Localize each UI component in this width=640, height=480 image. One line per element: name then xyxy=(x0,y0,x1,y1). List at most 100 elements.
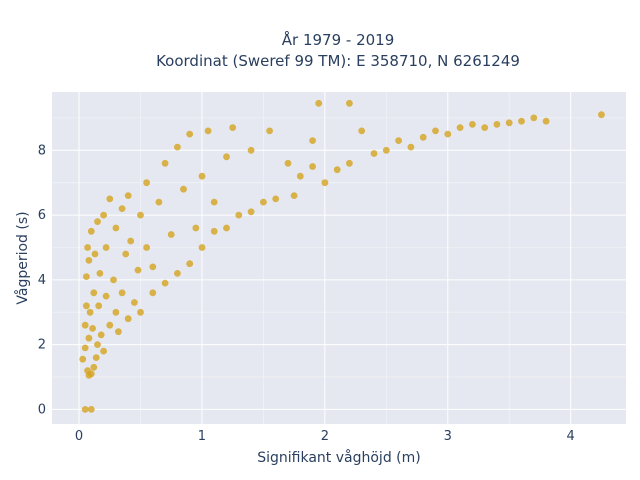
y-tick-label: 0 xyxy=(38,402,46,417)
data-point xyxy=(493,121,501,128)
y-tick-label: 6 xyxy=(38,208,46,223)
data-point xyxy=(89,325,96,332)
data-point xyxy=(542,117,550,125)
data-points xyxy=(79,99,605,413)
data-point xyxy=(85,257,93,264)
data-point xyxy=(87,406,95,413)
data-point xyxy=(210,198,218,206)
data-point xyxy=(106,321,114,329)
data-point xyxy=(91,250,99,258)
data-point xyxy=(100,347,107,355)
data-point xyxy=(124,192,132,200)
data-point xyxy=(155,198,163,206)
y-axis-ticks: 0 2 4 6 8 xyxy=(38,143,46,417)
data-point xyxy=(309,137,316,145)
data-point xyxy=(149,263,157,271)
data-point xyxy=(92,354,100,361)
data-point xyxy=(112,224,120,232)
data-point xyxy=(137,308,144,316)
data-point xyxy=(134,266,142,274)
data-point xyxy=(186,130,194,138)
data-point xyxy=(174,270,181,277)
data-point xyxy=(309,163,316,170)
data-point xyxy=(198,172,206,180)
data-point xyxy=(110,276,117,284)
data-point xyxy=(83,273,90,280)
data-point xyxy=(419,133,427,141)
data-point xyxy=(192,224,200,232)
data-point xyxy=(315,99,323,107)
y-tick-label: 4 xyxy=(38,273,46,288)
data-point xyxy=(198,244,206,251)
data-point xyxy=(247,146,255,154)
data-point xyxy=(131,299,138,306)
data-point xyxy=(481,124,489,131)
data-point xyxy=(223,153,230,161)
x-tick-label: 1 xyxy=(198,429,206,444)
data-point xyxy=(143,244,151,251)
x-axis-label: Signifikant våghöjd (m) xyxy=(257,449,420,466)
data-point xyxy=(127,237,135,245)
data-point xyxy=(112,308,120,316)
y-tick-label: 8 xyxy=(38,143,46,158)
data-point xyxy=(118,205,126,213)
y-tick-label: 2 xyxy=(38,338,46,353)
data-point xyxy=(174,143,181,151)
data-point xyxy=(180,185,187,193)
data-point xyxy=(266,127,273,135)
x-tick-label: 3 xyxy=(444,429,452,444)
data-point xyxy=(272,195,280,203)
x-axis-ticks: 0 1 2 3 4 xyxy=(75,429,575,444)
data-point xyxy=(106,195,114,203)
data-point xyxy=(407,143,415,151)
data-point xyxy=(115,328,122,336)
data-point xyxy=(161,279,169,287)
data-point xyxy=(204,127,212,135)
x-tick-label: 2 xyxy=(321,429,329,444)
plot-area xyxy=(52,92,626,424)
data-point xyxy=(235,211,243,219)
data-point xyxy=(247,208,255,216)
data-point xyxy=(346,159,353,167)
data-point xyxy=(382,146,390,154)
data-point xyxy=(94,341,101,348)
data-point xyxy=(296,172,304,180)
y-axis-label: Vågperiod (s) xyxy=(14,211,31,304)
data-point xyxy=(505,119,513,127)
chart-title-line2: Koordinat (Sweref 99 TM): E 358710, N 62… xyxy=(156,52,520,70)
data-point xyxy=(223,224,230,232)
data-point xyxy=(321,179,329,187)
data-point xyxy=(358,127,366,135)
data-point xyxy=(96,270,104,277)
data-point xyxy=(229,124,237,131)
data-point xyxy=(290,192,298,200)
data-point xyxy=(83,302,90,310)
data-point xyxy=(85,334,93,342)
data-point xyxy=(284,159,292,167)
data-point xyxy=(87,370,95,378)
data-point xyxy=(118,289,126,297)
data-point xyxy=(370,150,378,157)
chart-title-line1: År 1979 - 2019 xyxy=(282,30,395,49)
data-point xyxy=(432,127,439,135)
data-point xyxy=(210,227,218,235)
data-point xyxy=(167,231,175,238)
data-point xyxy=(260,198,267,206)
data-point xyxy=(469,121,476,128)
data-point xyxy=(90,289,98,297)
data-point xyxy=(86,308,94,316)
data-point xyxy=(143,179,151,187)
data-point xyxy=(122,250,130,258)
data-point xyxy=(346,99,353,107)
grid-lines xyxy=(52,92,626,424)
data-point xyxy=(149,289,157,297)
data-point xyxy=(87,227,95,235)
data-point xyxy=(94,218,101,226)
x-tick-label: 0 xyxy=(75,429,83,444)
data-point xyxy=(95,302,103,310)
data-point xyxy=(97,331,105,339)
data-point xyxy=(90,363,98,371)
data-point xyxy=(79,355,87,363)
data-point xyxy=(81,406,89,413)
data-point xyxy=(530,114,538,122)
